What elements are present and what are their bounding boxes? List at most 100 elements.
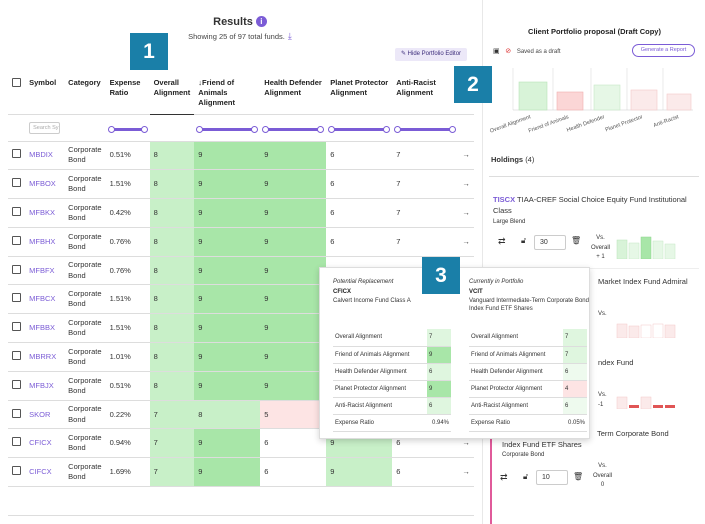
row-checkbox[interactable] (12, 437, 21, 447)
info-icon[interactable]: i (255, 16, 267, 27)
chart-label-overall: Overall Alignment (489, 114, 532, 135)
mini-bar (653, 405, 663, 408)
row-arrow-icon[interactable]: → (458, 457, 474, 488)
swap-icon[interactable]: ⇄ (500, 472, 508, 482)
save-status: ▣ ⊘ Saved as a draft (493, 47, 561, 55)
row-arrow-icon[interactable]: → (458, 169, 474, 200)
row-category: Corporate Bond (64, 227, 106, 257)
mini-bar (629, 405, 639, 408)
col-health-defender[interactable]: Health Defender Alignment (264, 78, 322, 98)
planet-range-slider[interactable] (328, 126, 391, 133)
lock-open-icon[interactable]: 🔓︎ (521, 236, 527, 245)
col-friend-of-animals[interactable]: ↓Friend of Animals Alignment (194, 70, 260, 114)
metric-row: Health Defender Alignment 6 (469, 363, 587, 381)
col-expense-ratio[interactable]: Expense Ratio (109, 78, 141, 98)
row-symbol[interactable]: MBRRX (25, 342, 65, 372)
hide-portfolio-editor-button[interactable]: ✎ Hide Portfolio Editor (395, 48, 467, 61)
row-symbol[interactable]: SKOR (25, 400, 65, 430)
row-arrow-icon[interactable]: → (458, 198, 474, 228)
row-symbol[interactable]: MFBBX (25, 313, 65, 344)
table-row[interactable] (8, 486, 474, 516)
row-category (64, 486, 106, 516)
row-symbol[interactable]: MFBCX (25, 284, 65, 315)
row-checkbox[interactable] (12, 293, 21, 303)
metric-row: Friend of Animals Alignment 9 (333, 346, 451, 364)
row-checkbox[interactable] (12, 206, 21, 216)
col-category[interactable]: Category (68, 78, 101, 87)
mini-bar (616, 396, 628, 409)
filter-animals-cell (194, 113, 261, 142)
row-checkbox[interactable] (12, 379, 21, 389)
saved-draft-text: Saved as a draft (516, 49, 561, 55)
row-arrow-icon[interactable]: → (458, 227, 474, 257)
row-checkbox[interactable] (12, 264, 21, 274)
symbol-search-input[interactable]: Search Sy (29, 121, 61, 134)
row-symbol[interactable]: CFICX (25, 428, 65, 459)
row-expense: 0.94% (105, 428, 150, 459)
callout-badge-2: 2 (454, 66, 492, 103)
row-overall: 8 (149, 313, 195, 344)
racist-range-slider[interactable] (394, 126, 457, 133)
generate-report-button[interactable]: Generate a Report (632, 44, 695, 57)
row-category: Corporate Bond (64, 313, 106, 344)
row-racist: 7 (392, 198, 459, 228)
swap-icon[interactable]: ⇄ (498, 236, 506, 246)
row-symbol[interactable]: MFBJX (25, 371, 65, 401)
table-row[interactable]: CIFCX Corporate Bond 1.69% 7 9 6 9 6 → (8, 457, 474, 488)
row-health: 9 (260, 227, 327, 257)
row-overall: 7 (149, 428, 195, 459)
row-overall: 7 (149, 457, 195, 488)
filter-empty-cell (8, 113, 26, 142)
discard-icon[interactable]: ⊘ (505, 48, 512, 55)
row-expense: 0.76% (105, 256, 150, 286)
col-symbol[interactable]: Symbol (29, 78, 57, 87)
trash-icon[interactable]: 🗑︎ (571, 236, 582, 245)
row-checkbox[interactable] (12, 350, 21, 360)
select-all-header (8, 70, 25, 114)
row-checkbox[interactable] (12, 178, 21, 188)
lock-open-icon[interactable]: 🔓︎ (523, 472, 529, 481)
save-icon[interactable]: ▣ (493, 48, 500, 55)
metric-row: Planet Protector Alignment 4 (469, 380, 587, 398)
row-checkbox[interactable] (12, 466, 21, 476)
health-range-slider[interactable] (262, 126, 325, 133)
metric-value: 9 (427, 380, 451, 398)
row-symbol[interactable]: MFBFX (25, 256, 65, 286)
row-symbol[interactable]: MFBOX (25, 169, 65, 200)
row-health: 9 (260, 256, 327, 286)
sort-down-icon[interactable]: ↓ (198, 78, 203, 87)
animals-range-slider[interactable] (196, 126, 259, 133)
chart-bar-overall (518, 81, 548, 111)
row-category: Corporate Bond (64, 284, 106, 315)
row-arrow-icon[interactable]: → (458, 141, 474, 171)
row-category: Corporate Bond (64, 169, 106, 200)
row-checkbox[interactable] (12, 322, 21, 332)
row-symbol[interactable] (25, 486, 65, 516)
row-symbol[interactable]: MFBHX (25, 227, 65, 257)
row-checkbox[interactable] (12, 235, 21, 245)
row-symbol[interactable]: MBDIX (25, 141, 65, 171)
table-row[interactable]: MFBKX Corporate Bond 0.42% 8 9 9 6 7 → (8, 198, 474, 228)
holding-1-quantity-input[interactable]: 30 (534, 235, 566, 250)
col-planet-protector[interactable]: Planet Protector Alignment (330, 78, 389, 98)
row-symbol[interactable]: CIFCX (25, 457, 65, 488)
filter-racist-cell (392, 113, 459, 142)
expense-range-slider[interactable] (107, 126, 148, 133)
col-overall-alignment[interactable]: Overall Alignment (149, 70, 195, 115)
row-racist: 7 (392, 141, 459, 171)
row-checkbox[interactable] (12, 408, 21, 418)
select-all-checkbox[interactable] (12, 78, 21, 87)
download-icon[interactable]: ⤓ (287, 31, 292, 41)
trash-icon[interactable]: 🗑︎ (573, 472, 584, 481)
table-row[interactable]: MFBOX Corporate Bond 1.51% 8 9 9 6 7 → (8, 169, 474, 200)
holding-4-quantity-input[interactable]: 10 (536, 470, 568, 485)
row-checkbox[interactable] (12, 149, 21, 159)
holding-1-ticker[interactable]: TISCX (493, 195, 516, 204)
row-health: 9 (260, 342, 327, 372)
row-arrow-icon[interactable] (458, 486, 474, 516)
table-row[interactable]: MFBHX Corporate Bond 0.76% 8 9 9 6 7 → (8, 227, 474, 257)
row-symbol[interactable]: MFBKX (25, 198, 65, 228)
filter-row: Search Sy (8, 113, 474, 142)
col-anti-racist[interactable]: Anti-Racist Alignment (396, 78, 436, 98)
table-row[interactable]: MBDIX Corporate Bond 0.51% 8 9 9 6 7 → (8, 141, 474, 171)
